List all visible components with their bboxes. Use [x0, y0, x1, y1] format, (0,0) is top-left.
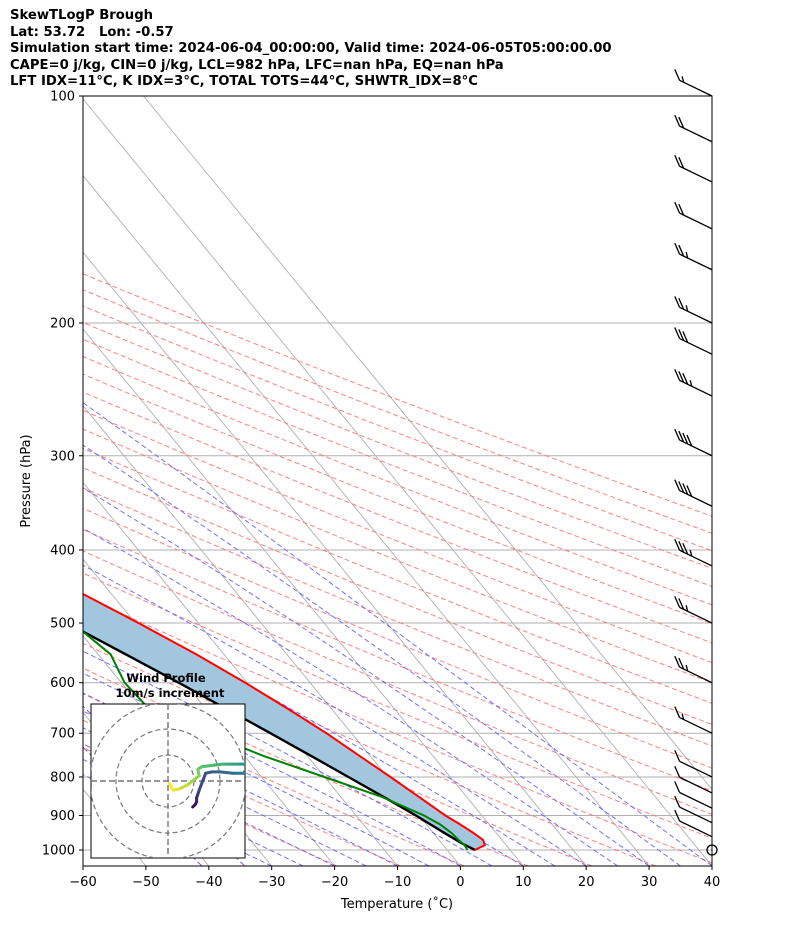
profiles	[83, 592, 487, 852]
x-tick-label: 0	[456, 875, 464, 890]
moist-adiabat	[83, 564, 587, 866]
wind-barb	[674, 479, 713, 507]
chart-title: SkewTLogP Brough	[10, 8, 154, 23]
wind-barb	[674, 242, 713, 271]
moist-adiabat	[83, 444, 681, 866]
moist-adiabat	[83, 727, 367, 866]
hodograph-subtitle: 10m/s increment	[116, 686, 225, 700]
moist-adiabat	[83, 692, 430, 866]
x-tick-label: −40	[195, 875, 222, 890]
isotherm	[83, 405, 461, 866]
hodograph-segment	[200, 763, 214, 769]
wind-barbs	[674, 69, 718, 856]
y-tick-label: 300	[50, 449, 75, 464]
wind-barb	[674, 327, 713, 355]
y-tick-label: 900	[50, 809, 75, 824]
y-tick-label: 500	[50, 617, 75, 632]
moist-adiabat	[83, 650, 493, 866]
wind-barb	[674, 201, 713, 230]
dry-adiabat	[83, 595, 712, 864]
wind-barb	[674, 114, 713, 143]
wind-barb	[674, 428, 713, 457]
hodograph-segment	[244, 762, 245, 766]
y-tick-label: 100	[50, 90, 75, 105]
wind-barb	[674, 655, 713, 684]
dry-adiabat	[83, 355, 712, 606]
x-tick-label: 30	[641, 875, 658, 890]
y-tick-label: 800	[50, 770, 75, 785]
x-axis-label: Temperature (˚C)	[340, 896, 453, 912]
index-line: LFT IDX=11°C, K IDX=3°C, TOTAL TOTS=44°C…	[10, 74, 478, 89]
x-tick-label: −30	[258, 875, 285, 890]
moist-adiabat	[83, 487, 650, 866]
y-tick-label: 700	[50, 727, 75, 742]
cin-area	[83, 593, 485, 850]
wind-barb	[674, 369, 713, 397]
x-tick-label: 40	[704, 875, 721, 890]
wind-barb	[674, 766, 713, 794]
dry-adiabat	[83, 487, 712, 747]
isotherm	[83, 328, 524, 866]
y-tick-label: 1000	[42, 844, 75, 859]
dry-adiabat	[83, 447, 712, 704]
dry-adiabat	[83, 667, 529, 866]
dry-adiabat	[83, 289, 712, 534]
hodograph-segment	[218, 770, 235, 775]
dry-adiabat	[83, 428, 712, 684]
y-axis: 1000 900 800 700 600 500 400 300 200 100	[42, 90, 83, 859]
wind-barb	[674, 706, 713, 734]
hodograph-trace	[167, 762, 245, 809]
dry-adiabat	[83, 467, 712, 725]
y-tick-label: 600	[50, 676, 75, 691]
wind-barb	[674, 781, 713, 809]
x-tick-label: 10	[515, 875, 532, 890]
x-tick-label: −20	[321, 875, 348, 890]
time-line: Simulation start time: 2024-06-04_00:00:…	[10, 41, 612, 56]
hodograph-title: Wind Profile	[126, 671, 206, 685]
wind-barb	[674, 539, 713, 567]
dry-adiabat	[83, 642, 593, 866]
wind-barb	[674, 296, 713, 324]
moist-adiabat	[83, 402, 712, 866]
isotherm	[0, 96, 20, 866]
isotherm	[83, 865, 84, 866]
location-line: Lat: 53.72 Lon: -0.57	[10, 24, 174, 40]
dry-adiabat	[83, 719, 401, 866]
stability-line: CAPE=0 j/kg, CIN=0 j/kg, LCL=982 hPa, LF…	[10, 57, 504, 73]
wind-barb	[674, 154, 713, 183]
y-tick-label: 400	[50, 543, 75, 558]
wind-barb	[674, 809, 713, 838]
wind-barb	[674, 69, 713, 97]
moist-adiabat	[83, 672, 461, 866]
hodograph-segment	[167, 782, 175, 792]
chart-header: SkewTLogP Brough Lat: 53.72 Lon: -0.57 S…	[10, 8, 612, 91]
dry-adiabat	[83, 550, 712, 815]
x-tick-label: −50	[132, 875, 159, 890]
x-tick-label: −60	[69, 875, 96, 890]
wind-barb	[674, 596, 713, 624]
x-axis: −60 −50 −40 −30 −20 −10 0 10 20 30 40	[69, 866, 720, 890]
dry-adiabat	[83, 391, 712, 644]
x-tick-label: −10	[384, 875, 411, 890]
hodograph: Wind Profile 10m/s increment	[90, 671, 246, 859]
x-tick-label: 20	[578, 875, 595, 890]
isotherm	[143, 96, 712, 791]
isotherm	[83, 174, 650, 866]
y-axis-label: Pressure (hPa)	[19, 434, 34, 527]
dry-adiabat	[83, 321, 712, 569]
isotherm	[83, 251, 587, 866]
hodograph-segment	[241, 768, 245, 775]
hodograph-segment	[197, 771, 208, 792]
wind-barb	[674, 795, 713, 824]
isotherm	[83, 98, 712, 866]
hodograph-segment	[210, 762, 225, 767]
y-tick-label: 200	[50, 316, 75, 331]
dry-adiabat	[83, 572, 712, 839]
dewpoint-line	[83, 630, 469, 851]
temperature-line	[83, 592, 487, 851]
wind-barb	[674, 750, 713, 778]
hodograph-grid	[91, 704, 245, 858]
